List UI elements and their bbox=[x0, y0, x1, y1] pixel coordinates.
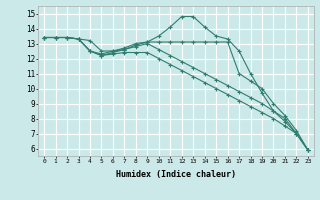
X-axis label: Humidex (Indice chaleur): Humidex (Indice chaleur) bbox=[116, 170, 236, 179]
